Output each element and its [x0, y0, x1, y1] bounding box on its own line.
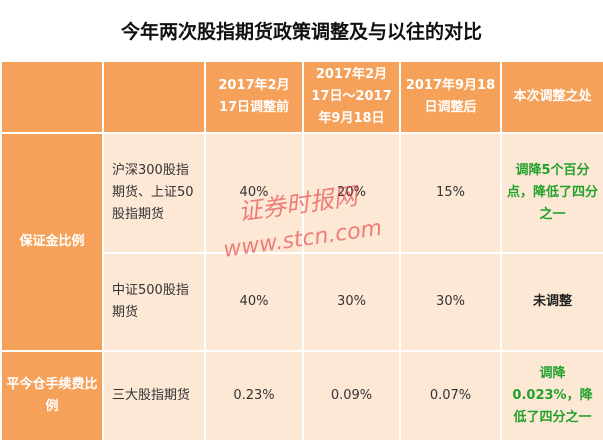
value-before: 40% — [204, 132, 304, 254]
category-margin-ratio: 保证金比例 — [0, 132, 104, 352]
header-change: 本次调整之处 — [500, 60, 603, 134]
header-before-feb: 2017年2月17日调整前 — [204, 60, 304, 134]
value-between: 30% — [302, 252, 401, 352]
value-between: 20% — [302, 132, 401, 254]
comparison-table: 2017年2月17日调整前 2017年2月17日～2017年9月18日 2017… — [0, 60, 603, 442]
header-cell-blank-1 — [0, 60, 104, 134]
table-header-row: 2017年2月17日调整前 2017年2月17日～2017年9月18日 2017… — [0, 60, 603, 134]
table-row: 保证金比例 沪深300股指期货、上证50股指期货 40% 20% 15% 调降5… — [0, 132, 603, 352]
category-close-today-fee: 平今仓手续费比例 — [0, 350, 104, 442]
item-label: 中证500股指期货 — [102, 252, 206, 352]
item-label: 沪深300股指期货、上证50股指期货 — [102, 132, 206, 254]
value-after: 0.07% — [399, 350, 502, 442]
table-row: 平今仓手续费比例 三大股指期货 0.23% 0.09% 0.07% 调降0.02… — [0, 350, 603, 442]
value-after: 30% — [399, 252, 502, 352]
header-cell-blank-2 — [102, 60, 206, 134]
change-note: 调降5个百分点，降低了四分之一 — [500, 132, 603, 254]
item-label: 三大股指期货 — [102, 350, 206, 442]
header-after-sep: 2017年9月18日调整后 — [399, 60, 502, 134]
value-between: 0.09% — [302, 350, 401, 442]
change-note: 调降0.023%，降低了四分之一 — [500, 350, 603, 442]
header-feb-to-sep: 2017年2月17日～2017年9月18日 — [302, 60, 401, 134]
value-after: 15% — [399, 132, 502, 254]
value-before: 40% — [204, 252, 304, 352]
value-before: 0.23% — [204, 350, 304, 442]
page-title: 今年两次股指期货政策调整及与以往的对比 — [120, 20, 482, 43]
table-row: 中证500股指期货 40% 30% 30% 未调整 — [1, 252, 603, 352]
change-note: 未调整 — [500, 252, 603, 352]
